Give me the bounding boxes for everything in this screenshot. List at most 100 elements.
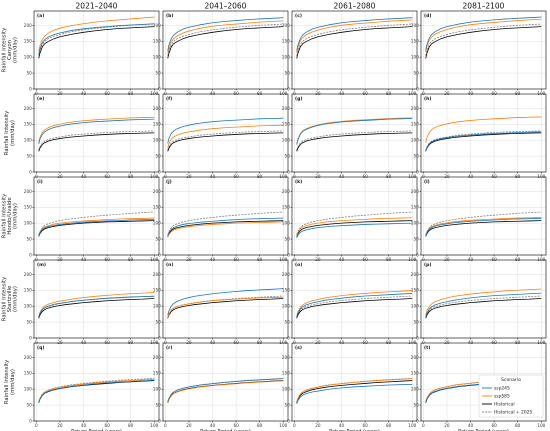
y-tick-label: 50: [284, 71, 290, 76]
y-tick-label: 0: [158, 87, 161, 92]
x-tick-label: 80: [128, 257, 134, 262]
y-tick-label: 0: [158, 170, 161, 175]
x-tick-label: 20: [315, 91, 321, 96]
x-tick-label: 100: [537, 340, 545, 345]
y-tick-label: 200: [282, 106, 290, 111]
x-tick-label: 20: [444, 174, 450, 179]
legend-entry-label: ssp585: [494, 394, 510, 400]
series-line-ssp245: [167, 288, 284, 316]
panel-label: (n): [166, 262, 173, 268]
x-tick-label: 60: [491, 340, 497, 345]
x-tick-label: 100: [408, 257, 416, 262]
y-tick-label: 50: [413, 320, 419, 325]
series-line-ssp585: [38, 16, 155, 52]
y-tick-label: 50: [155, 71, 161, 76]
panel-label: (d): [424, 13, 432, 19]
x-tick-label: 80: [515, 174, 521, 179]
x-tick-label: 20: [315, 257, 321, 262]
x-tick-label: 80: [386, 340, 392, 345]
series-line-ssp245: [425, 16, 542, 51]
x-tick-label: 0: [35, 340, 38, 345]
y-tick-label: 50: [413, 71, 419, 76]
x-tick-label: 40: [210, 423, 216, 428]
y-tick-label: 100: [24, 304, 32, 309]
y-tick-label: 150: [282, 288, 290, 293]
panel-frame: [162, 176, 289, 256]
x-tick-label: 60: [491, 91, 497, 96]
x-tick-label: 100: [150, 423, 158, 428]
row-ylabel: Rainfall IntensityCanyon(mm/day): [1, 28, 18, 72]
y-tick-label: 200: [24, 189, 32, 194]
y-tick-label: 0: [29, 336, 32, 341]
legend: Scenario ssp245 ssp585 Historical Historical…: [478, 374, 544, 418]
series-line-ssp245: [425, 292, 542, 318]
y-tick-label: 150: [24, 288, 32, 293]
row-ylabel-line: (mm/day): [13, 203, 19, 229]
row-ylabel-line: Rainfall Intensity: [4, 111, 10, 155]
x-tick-label: 0: [422, 423, 425, 428]
y-tick-label: 100: [411, 138, 419, 143]
x-tick-label: 100: [150, 257, 158, 262]
series-line-ssp245: [38, 295, 155, 318]
x-axis-label: Return Period (years): [200, 429, 251, 431]
y-tick-label: 0: [158, 419, 161, 424]
y-tick-label: 100: [153, 221, 161, 226]
x-tick-label: 40: [210, 257, 216, 262]
panel-label: (c): [295, 13, 302, 19]
x-tick-label: 60: [362, 257, 368, 262]
x-tick-label: 20: [57, 174, 63, 179]
series-line-ssp585: [167, 124, 284, 148]
panel-frame: [291, 342, 418, 422]
y-tick-label: 0: [287, 87, 290, 92]
x-tick-label: 80: [515, 91, 521, 96]
y-tick-label: 0: [287, 336, 290, 341]
series-line-historical: [425, 220, 542, 237]
row-ylabel-line: Rainfall Intensity: [4, 360, 10, 404]
x-tick-label: 20: [315, 174, 321, 179]
y-tick-label: 200: [411, 189, 419, 194]
y-tick-label: 50: [413, 154, 419, 159]
x-tick-label: 20: [186, 423, 192, 428]
series-line-historical: [167, 132, 284, 152]
x-tick-label: 0: [164, 340, 167, 345]
row-ylabel-line: Startzville: [7, 286, 13, 313]
x-tick-label: 80: [257, 257, 263, 262]
series-line-ssp585: [425, 288, 542, 316]
x-tick-label: 0: [293, 174, 296, 179]
panel-frame: [33, 176, 160, 256]
panel-frame: [33, 10, 160, 90]
panel: 0 50 100 150 200 0 20 40 60 80 100 (b): [153, 10, 289, 96]
x-tick-label: 0: [164, 174, 167, 179]
y-tick-label: 150: [153, 122, 161, 127]
y-tick-label: 150: [153, 288, 161, 293]
panel-label: (f): [166, 96, 172, 102]
series-line-historical: [167, 26, 284, 59]
panel-label: (q): [37, 345, 45, 351]
x-tick-label: 0: [293, 340, 296, 345]
panel-frame: [33, 259, 160, 339]
x-tick-label: 20: [315, 340, 321, 345]
x-tick-label: 20: [57, 91, 63, 96]
x-tick-label: 80: [386, 423, 392, 428]
y-tick-label: 50: [155, 237, 161, 242]
x-tick-label: 80: [257, 91, 263, 96]
x-tick-label: 0: [422, 91, 425, 96]
series-line-historical-2025: [167, 211, 284, 235]
panel: 050100150200020406080100Return Period (y…: [24, 342, 160, 431]
row-ylabel-line: Rainfall Intensity: [1, 28, 7, 72]
series-line-historical-2025: [38, 130, 155, 151]
x-tick-label: 100: [279, 174, 287, 179]
series-line-historical: [167, 298, 284, 319]
y-tick-label: 50: [284, 320, 290, 325]
y-tick-label: 0: [29, 87, 32, 92]
x-tick-label: 40: [339, 174, 345, 179]
x-tick-label: 40: [339, 91, 345, 96]
series-line-historical: [167, 380, 284, 403]
y-tick-label: 200: [153, 189, 161, 194]
x-tick-label: 60: [104, 423, 110, 428]
x-tick-label: 40: [339, 257, 345, 262]
